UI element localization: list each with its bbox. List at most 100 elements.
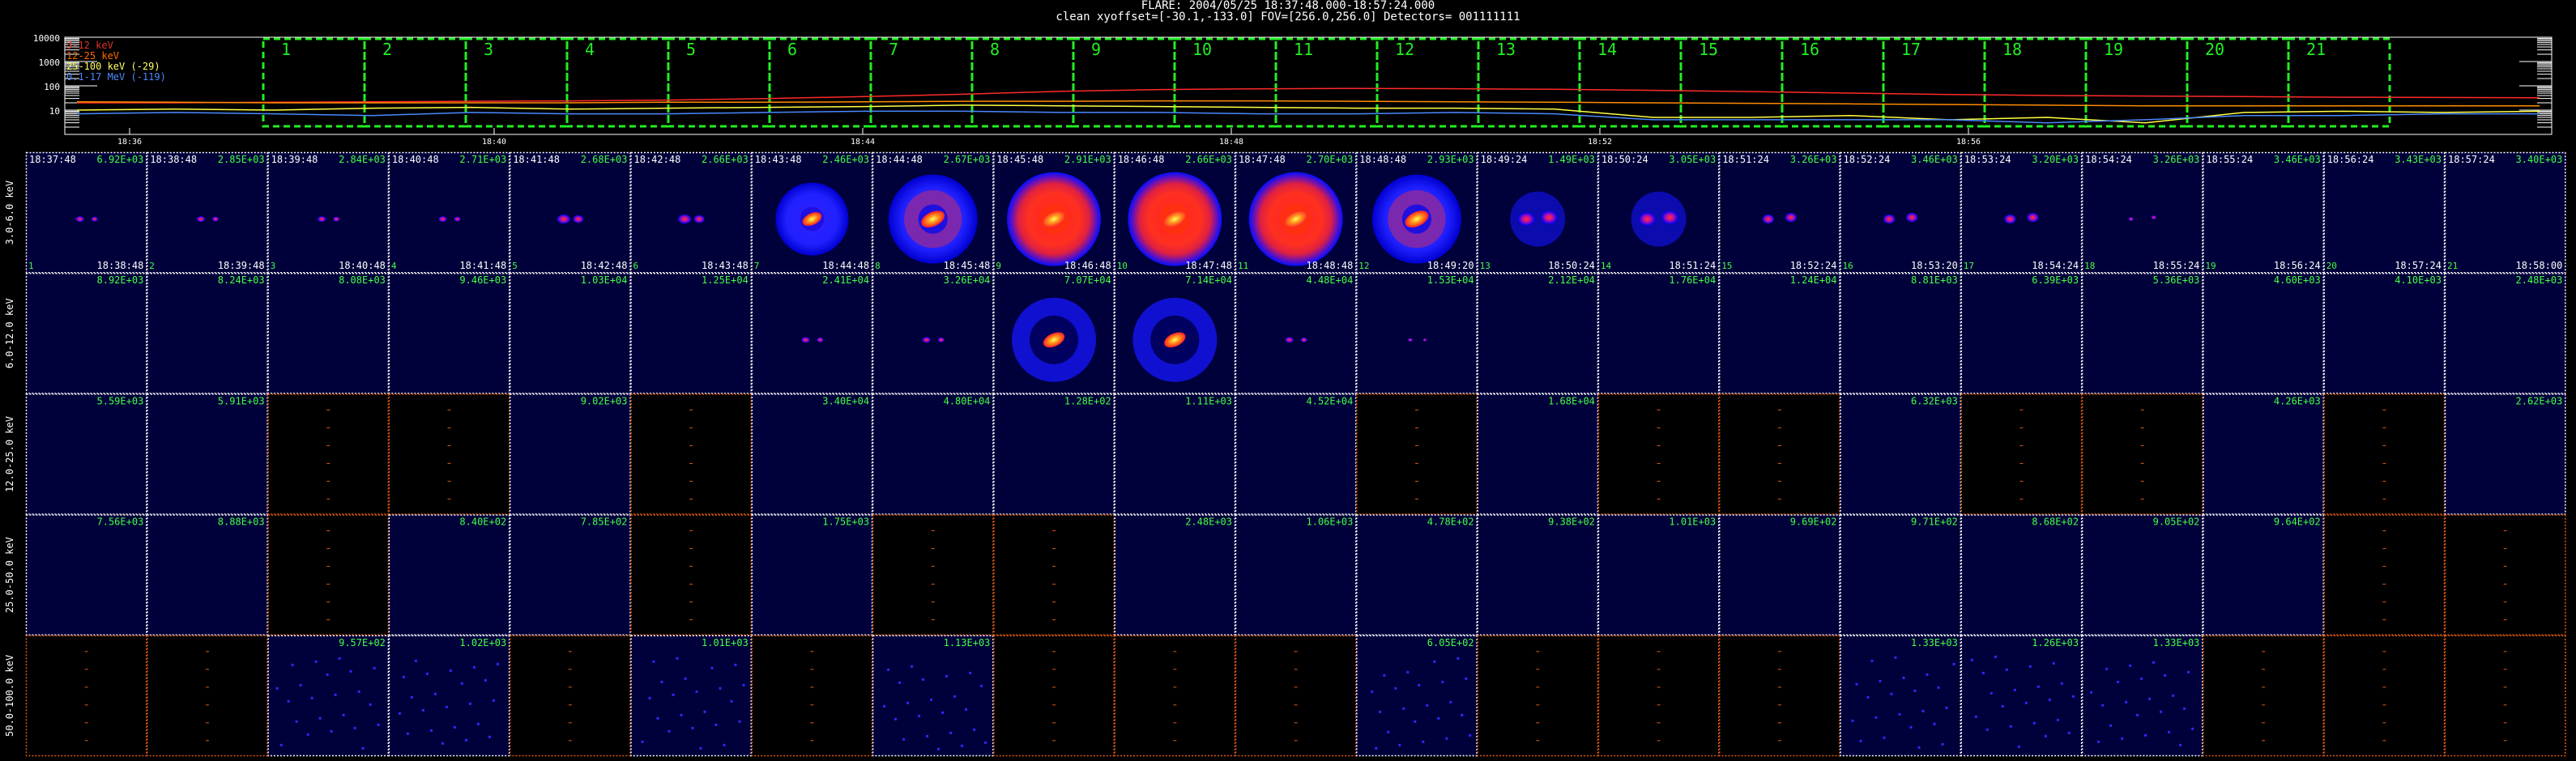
panel-frame (509, 514, 631, 636)
panel-frame (1356, 514, 1478, 636)
noise-pixel (2028, 665, 2032, 668)
start-time-label: 18:49:24 (1481, 154, 1528, 165)
interval-number: 13 (1496, 40, 1516, 59)
panel-frame (147, 635, 268, 757)
panel-frame (630, 151, 753, 274)
image-panel (1719, 273, 1840, 394)
interval-box (869, 37, 974, 128)
counts-label: 2.71E+03 (459, 154, 506, 165)
noise-pixel (1990, 691, 1993, 695)
image-panel (751, 393, 873, 515)
panel-frame (2203, 151, 2324, 274)
noise-pixel (1898, 712, 1901, 716)
counts-label: 2.46E+03 (822, 154, 869, 165)
start-time-label: 18:47:48 (1239, 154, 1286, 165)
noise-pixel (965, 708, 968, 711)
image-panel (872, 152, 994, 274)
noise-pixel (1866, 695, 1870, 699)
counts-label: 1.76E+04 (1669, 274, 1716, 286)
noise-pixel (468, 702, 471, 705)
noise-pixel (1941, 742, 1944, 746)
panel-frame (1718, 151, 1840, 274)
noise-pixel (1952, 662, 1955, 665)
panel-frame (2444, 272, 2566, 394)
noise-pixel (1422, 740, 1425, 743)
counts-label: 7.56E+03 (97, 517, 144, 528)
panel-frame (993, 151, 1115, 274)
noise-pixel (433, 692, 437, 695)
panel-frame (872, 151, 994, 274)
counts-label: 1.75E+03 (822, 517, 869, 528)
x-tick-label: 18:40 (482, 138, 506, 146)
energy-band-label: 25.0-50.0 keV (4, 537, 15, 613)
panel-frame (630, 514, 753, 636)
noise-pixel (453, 725, 456, 729)
image-panel (1840, 273, 1961, 394)
noise-pixel (984, 741, 987, 744)
start-time-label: 18:40:48 (392, 154, 439, 165)
panel-frame (2444, 635, 2566, 757)
noise-pixel (1387, 730, 1390, 733)
image-panel (2445, 514, 2566, 636)
image-panel (2203, 273, 2324, 394)
panel-frame (993, 272, 1115, 394)
counts-label: 2.12E+04 (1548, 274, 1595, 286)
panel-frame (1477, 272, 1599, 394)
noise-pixel (667, 729, 671, 733)
noise-pixel (2044, 734, 2047, 738)
image-panel (872, 273, 994, 394)
source-blob (937, 337, 945, 342)
panel-frame (1477, 151, 1599, 274)
panel-frame (1477, 514, 1599, 636)
interval-index-label: 13 (1480, 261, 1491, 271)
image-panel (510, 393, 631, 515)
noise-pixel (1902, 676, 1905, 679)
interval-box (565, 37, 670, 128)
noise-pixel (723, 743, 726, 746)
image-panel (872, 393, 994, 515)
counts-label: 2.48E+03 (2516, 274, 2563, 286)
panel-frame (751, 393, 873, 515)
image-panel (1840, 152, 1961, 274)
noise-pixel (2109, 724, 2113, 727)
noise-pixel (883, 704, 886, 708)
source-blob (196, 216, 205, 223)
source-disk (1371, 174, 1461, 264)
image-panel (1597, 273, 1720, 394)
end-time-label: 18:58:00 (2516, 260, 2563, 271)
counts-label: 2.66E+03 (1185, 154, 1232, 165)
image-panel (1597, 152, 1720, 274)
noise-pixel (902, 738, 906, 741)
image-panel (751, 635, 873, 756)
panel-frame (1477, 393, 1599, 515)
start-time-label: 18:50:24 (1601, 154, 1648, 165)
noise-pixel (2129, 664, 2132, 667)
end-time-label: 18:45:48 (944, 260, 991, 271)
interval-number: 6 (787, 40, 797, 59)
image-panel (1114, 514, 1235, 636)
source-hole (1401, 204, 1432, 234)
panel-frame (388, 151, 510, 274)
noise-pixel (357, 690, 360, 693)
interval-box (768, 37, 872, 128)
source-halo (1631, 191, 1687, 247)
counts-label: 1.06E+03 (1307, 517, 1354, 528)
source-hole (1030, 315, 1079, 364)
source-hole (1038, 203, 1070, 235)
image-panel (1840, 635, 1961, 756)
image-panel (993, 514, 1115, 636)
interval-box (2287, 37, 2391, 128)
image-panel (2323, 393, 2445, 515)
noise-pixel (1870, 659, 1874, 662)
source-blob (2004, 215, 2016, 224)
legend-entry: 0.1-17 MeV (-119) (66, 71, 166, 83)
panel-frame (630, 272, 753, 394)
noise-pixel (1465, 677, 1468, 680)
noise-pixel (1926, 673, 1929, 676)
panel-frame (1960, 635, 2083, 757)
interval-number: 19 (2104, 40, 2123, 59)
noise-pixel (1461, 713, 1464, 716)
start-time-label: 18:57:24 (2448, 154, 2495, 165)
source-disk (775, 182, 849, 256)
noise-pixel (2097, 740, 2100, 743)
